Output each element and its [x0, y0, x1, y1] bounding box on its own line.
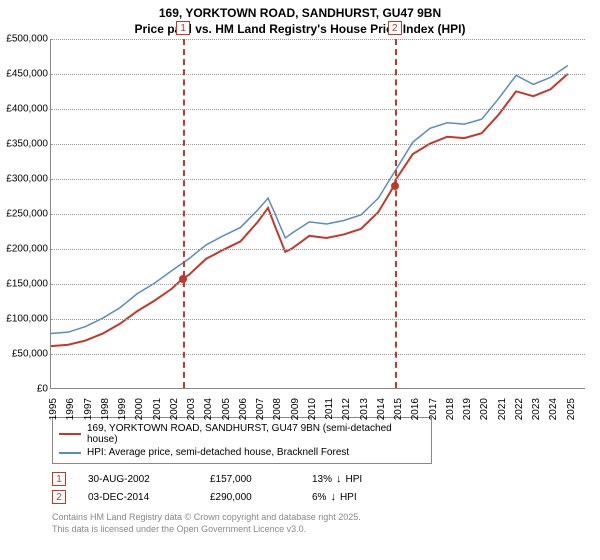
- legend-swatch-price: [59, 433, 81, 435]
- x-tick-label: 2004: [203, 398, 214, 420]
- event-row: 1 30-AUG-2002 £157,000 13% ↓ HPI: [52, 470, 590, 488]
- x-tick-label: 2003: [186, 398, 197, 420]
- gridline: [51, 179, 585, 180]
- x-tick-label: 2006: [238, 398, 249, 420]
- gridline: [51, 144, 585, 145]
- marker-line: [395, 39, 397, 388]
- chart-container: 169, YORKTOWN ROAD, SANDHURST, GU47 9BN …: [0, 0, 600, 560]
- title-line-2: Price paid vs. HM Land Registry's House …: [10, 22, 590, 38]
- x-tick-label: 2025: [566, 398, 577, 420]
- title-line-1: 169, YORKTOWN ROAD, SANDHURST, GU47 9BN: [10, 6, 590, 22]
- marker-line: [183, 39, 185, 388]
- y-tick-label: £150,000: [6, 279, 48, 290]
- legend-row-price: 169, YORKTOWN ROAD, SANDHURST, GU47 9BN …: [59, 422, 425, 446]
- x-tick-label: 1999: [117, 398, 128, 420]
- x-tick-label: 2002: [169, 398, 180, 420]
- gridline: [51, 354, 585, 355]
- x-tick-label: 2007: [255, 398, 266, 420]
- x-tick-label: 2020: [479, 398, 490, 420]
- x-tick-label: 2009: [290, 398, 301, 420]
- x-tick-label: 1995: [48, 398, 59, 420]
- x-tick-label: 2014: [376, 398, 387, 420]
- event-diff: 6% ↓ HPI: [312, 492, 357, 503]
- x-tick-label: 2023: [531, 398, 542, 420]
- data-point: [179, 275, 187, 283]
- x-tick-label: 2005: [221, 398, 232, 420]
- chart-title: 169, YORKTOWN ROAD, SANDHURST, GU47 9BN …: [10, 6, 590, 37]
- legend: 169, YORKTOWN ROAD, SANDHURST, GU47 9BN …: [52, 417, 432, 464]
- event-list: 1 30-AUG-2002 £157,000 13% ↓ HPI 2 03-DE…: [52, 470, 590, 506]
- event-diff-label: HPI: [346, 474, 363, 485]
- data-point: [391, 182, 399, 190]
- x-axis: 1995199619971998199920002001200220032004…: [50, 389, 585, 409]
- y-tick-label: £200,000: [6, 244, 48, 255]
- event-diff: 13% ↓ HPI: [312, 474, 362, 485]
- event-price: £290,000: [210, 492, 290, 503]
- x-tick-label: 2010: [307, 398, 318, 420]
- footer-line-2: This data is licensed under the Open Gov…: [52, 524, 590, 536]
- event-date: 03-DEC-2014: [88, 492, 188, 503]
- event-num: 1: [52, 472, 66, 486]
- x-tick-label: 1998: [100, 398, 111, 420]
- legend-label-price: 169, YORKTOWN ROAD, SANDHURST, GU47 9BN …: [87, 423, 425, 445]
- x-tick-label: 2021: [497, 398, 508, 420]
- x-tick-label: 2016: [410, 398, 421, 420]
- marker-box: 2: [388, 21, 402, 35]
- footer: Contains HM Land Registry data © Crown c…: [52, 512, 590, 535]
- x-tick-label: 2000: [134, 398, 145, 420]
- y-tick-label: £250,000: [6, 209, 48, 220]
- gridline: [51, 249, 585, 250]
- legend-row-hpi: HPI: Average price, semi-detached house,…: [59, 446, 425, 459]
- x-tick-label: 1996: [65, 398, 76, 420]
- x-tick-label: 2015: [393, 398, 404, 420]
- event-diff-label: HPI: [340, 492, 357, 503]
- x-tick-label: 2001: [152, 398, 163, 420]
- x-tick-label: 2019: [462, 398, 473, 420]
- y-axis: £0£50,000£100,000£150,000£200,000£250,00…: [10, 39, 50, 389]
- x-tick-label: 2022: [514, 398, 525, 420]
- x-tick-label: 2013: [359, 398, 370, 420]
- event-row: 2 03-DEC-2014 £290,000 6% ↓ HPI: [52, 488, 590, 506]
- legend-label-hpi: HPI: Average price, semi-detached house,…: [87, 447, 349, 458]
- legend-swatch-hpi: [59, 452, 81, 454]
- gridline: [51, 319, 585, 320]
- arrow-down-icon: ↓: [330, 492, 336, 503]
- x-tick-label: 1997: [83, 398, 94, 420]
- x-tick-label: 2012: [341, 398, 352, 420]
- gridline: [51, 39, 585, 40]
- x-tick-label: 2024: [548, 398, 559, 420]
- x-tick-label: 2011: [324, 398, 335, 420]
- y-tick-label: £0: [37, 384, 48, 395]
- x-tick-label: 2008: [272, 398, 283, 420]
- y-tick-label: £350,000: [6, 139, 48, 150]
- plot-area: £0£50,000£100,000£150,000£200,000£250,00…: [10, 39, 590, 409]
- series-hpi: [51, 66, 568, 334]
- y-tick-label: £50,000: [12, 349, 48, 360]
- event-num: 2: [52, 490, 66, 504]
- event-diff-pct: 13%: [312, 474, 332, 485]
- series-price_paid: [51, 74, 568, 346]
- event-date: 30-AUG-2002: [88, 474, 188, 485]
- event-price: £157,000: [210, 474, 290, 485]
- y-tick-label: £500,000: [6, 34, 48, 45]
- gridline: [51, 74, 585, 75]
- y-tick-label: £100,000: [6, 314, 48, 325]
- marker-box: 1: [176, 21, 190, 35]
- x-tick-label: 2018: [445, 398, 456, 420]
- plot-inner: 12: [50, 39, 585, 389]
- gridline: [51, 284, 585, 285]
- event-diff-pct: 6%: [312, 492, 326, 503]
- y-tick-label: £400,000: [6, 104, 48, 115]
- gridline: [51, 109, 585, 110]
- footer-line-1: Contains HM Land Registry data © Crown c…: [52, 512, 590, 524]
- y-tick-label: £300,000: [6, 174, 48, 185]
- arrow-down-icon: ↓: [336, 474, 342, 485]
- y-tick-label: £450,000: [6, 69, 48, 80]
- x-tick-label: 2017: [428, 398, 439, 420]
- gridline: [51, 214, 585, 215]
